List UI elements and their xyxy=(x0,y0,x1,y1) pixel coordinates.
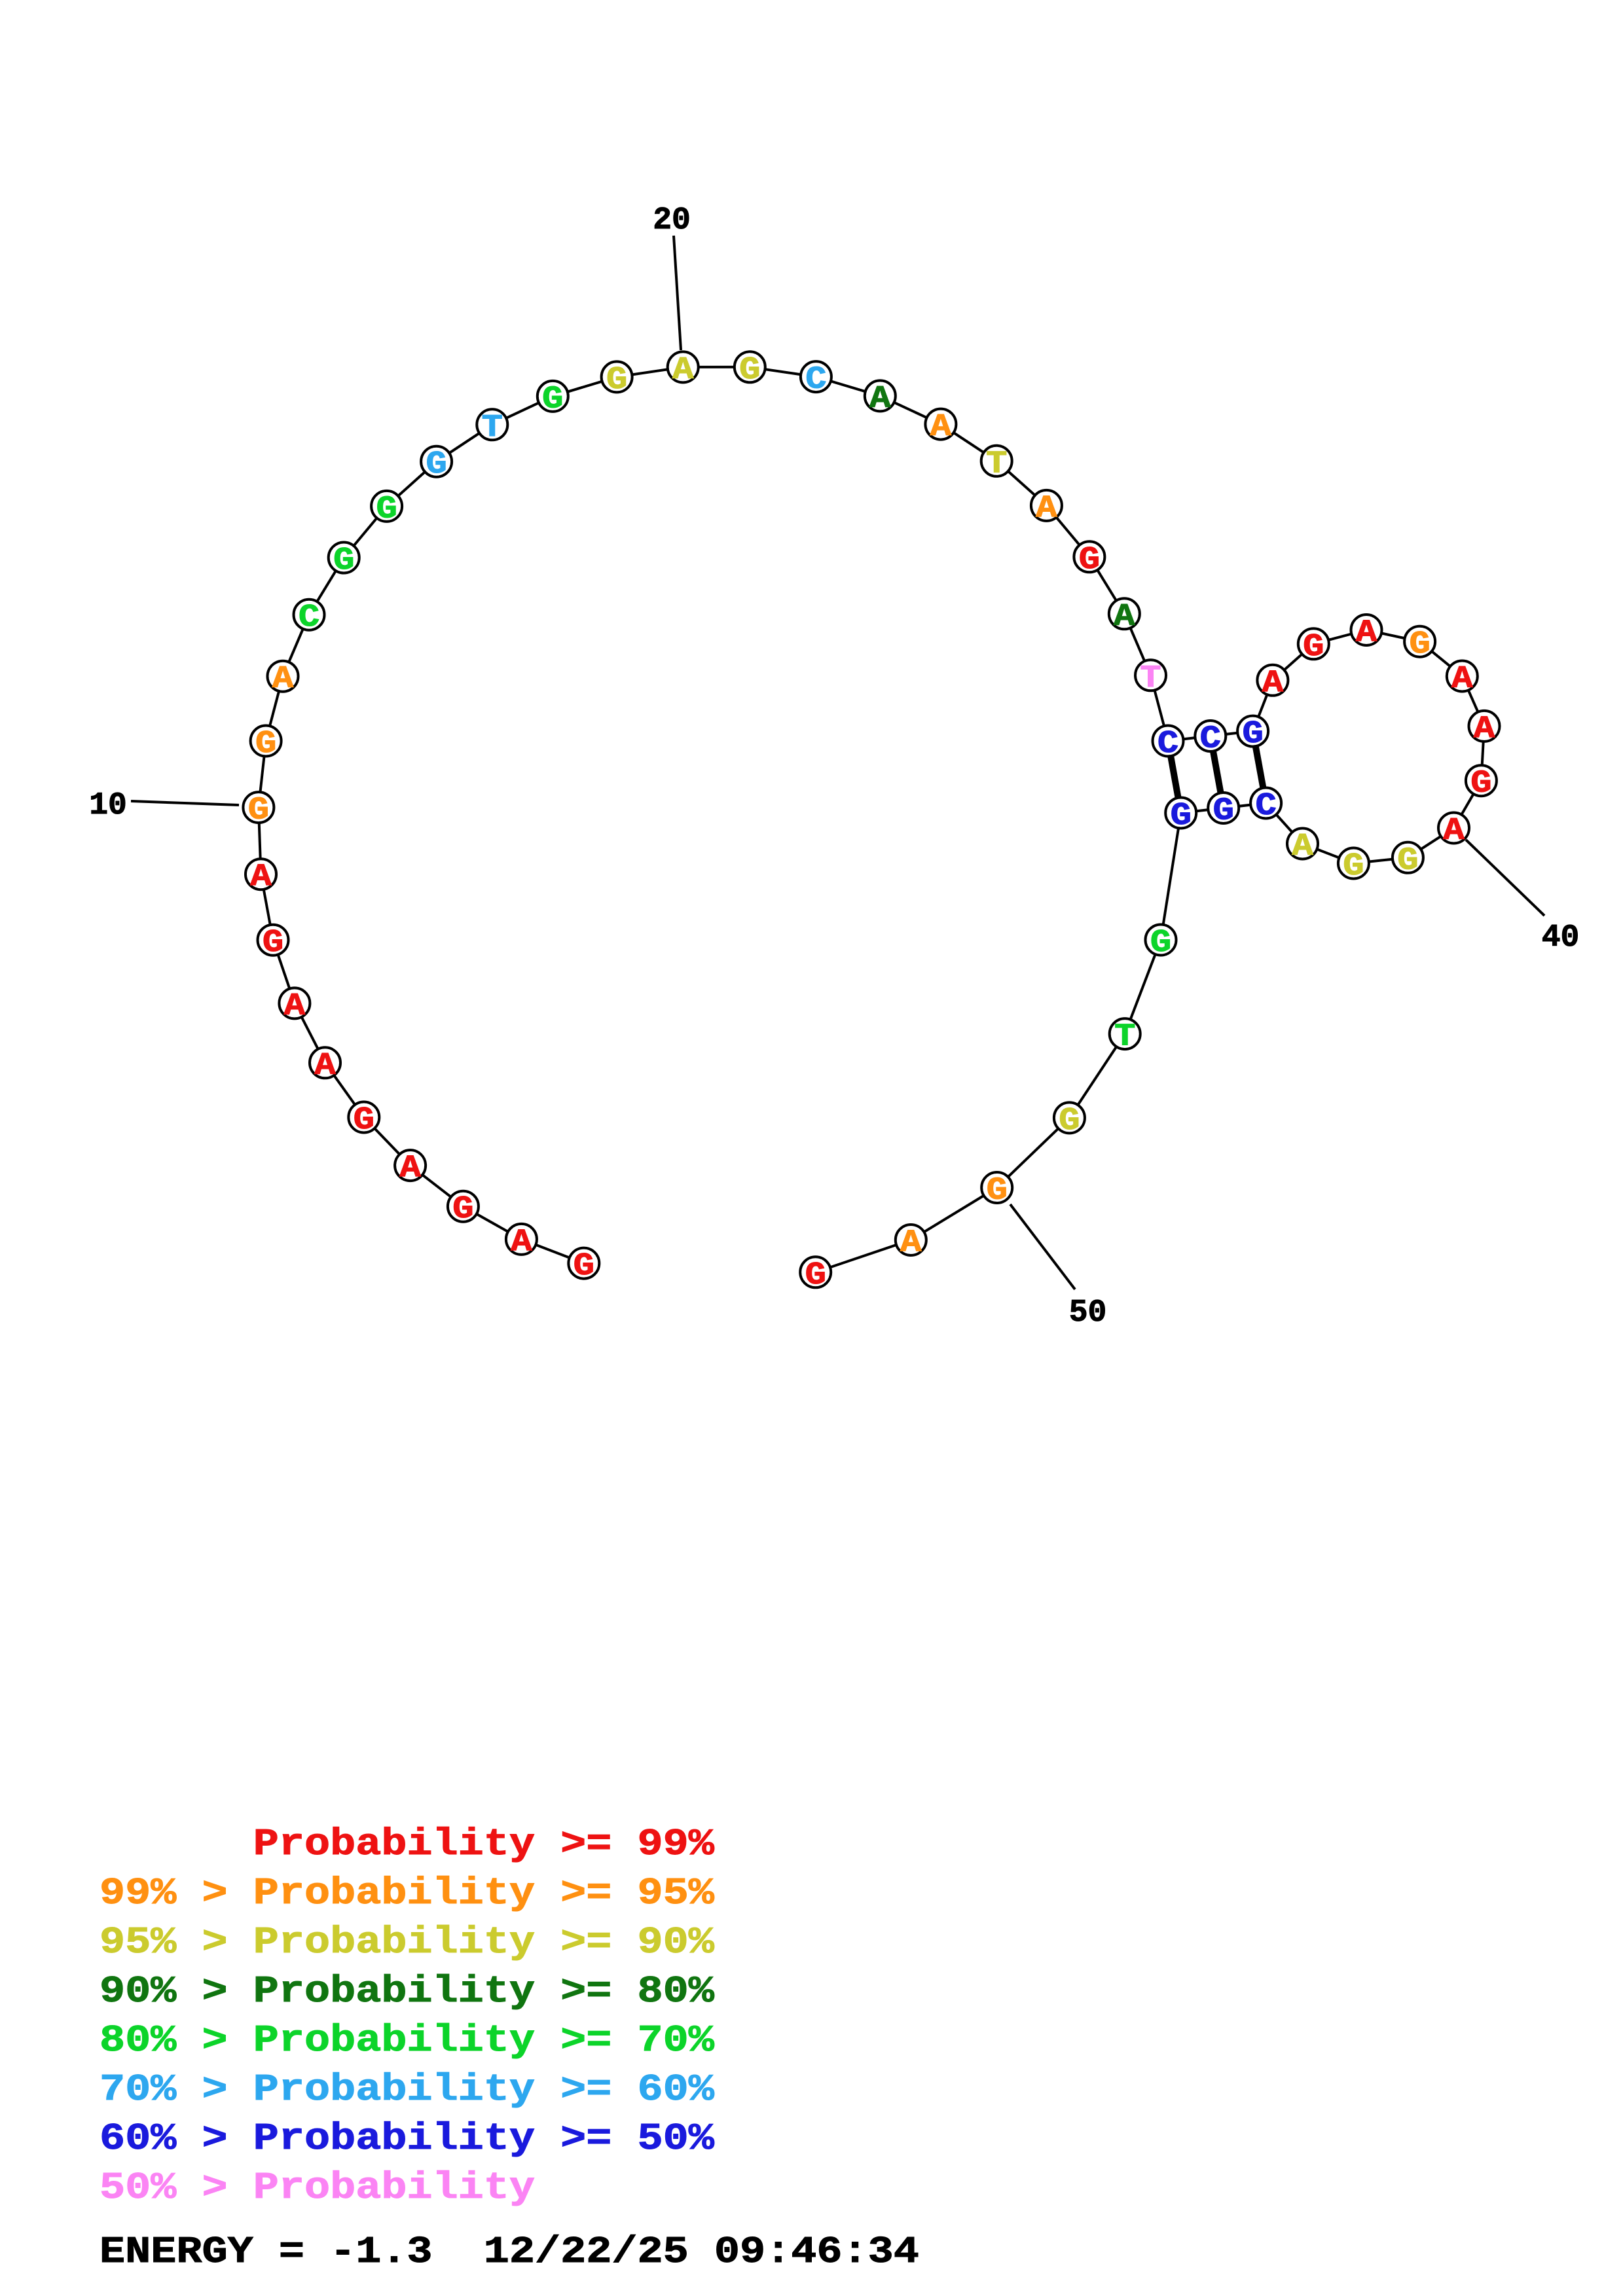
svg-text:A: A xyxy=(1356,616,1377,651)
svg-text:Probability >= 99%: Probability >= 99% xyxy=(100,1823,714,1865)
svg-text:C: C xyxy=(1255,789,1276,824)
svg-text:G: G xyxy=(1242,717,1263,752)
svg-text:20: 20 xyxy=(653,203,691,238)
svg-text:G: G xyxy=(1059,1103,1080,1139)
svg-text:G: G xyxy=(542,382,563,418)
svg-text:A: A xyxy=(672,353,694,388)
svg-text:A: A xyxy=(1443,814,1465,849)
svg-text:40: 40 xyxy=(1542,920,1580,956)
svg-text:G: G xyxy=(1171,798,1192,834)
svg-text:G: G xyxy=(987,1174,1008,1209)
svg-text:G: G xyxy=(1470,766,1491,802)
svg-text:G: G xyxy=(606,363,627,398)
svg-text:G: G xyxy=(263,926,283,961)
svg-text:T: T xyxy=(482,410,503,446)
svg-text:A: A xyxy=(900,1226,922,1261)
svg-text:A: A xyxy=(1262,666,1284,702)
svg-text:G: G xyxy=(354,1103,374,1138)
svg-text:A: A xyxy=(314,1049,336,1084)
svg-text:A: A xyxy=(1474,712,1495,747)
svg-text:95% > Probability >= 90%: 95% > Probability >= 90% xyxy=(100,1922,714,1964)
svg-text:G: G xyxy=(1213,794,1234,829)
svg-text:A: A xyxy=(930,410,952,445)
svg-text:G: G xyxy=(739,353,760,388)
svg-text:G: G xyxy=(1303,630,1324,665)
svg-text:70% > Probability >= 60%: 70% > Probability >= 60% xyxy=(100,2069,714,2111)
svg-text:A: A xyxy=(284,989,306,1024)
svg-text:C: C xyxy=(1200,722,1221,757)
svg-text:T: T xyxy=(986,447,1007,482)
svg-text:C: C xyxy=(299,601,319,636)
svg-text:G: G xyxy=(452,1193,473,1228)
svg-text:G: G xyxy=(333,543,354,579)
svg-text:80% > Probability >= 70%: 80% > Probability >= 70% xyxy=(100,2020,714,2062)
svg-text:A: A xyxy=(1114,600,1135,635)
svg-text:50: 50 xyxy=(1069,1295,1107,1331)
svg-text:A: A xyxy=(272,662,294,698)
svg-text:C: C xyxy=(805,363,826,398)
svg-text:G: G xyxy=(1079,543,1100,578)
svg-text:A: A xyxy=(399,1151,421,1187)
svg-text:G: G xyxy=(1397,844,1418,879)
svg-text:G: G xyxy=(1409,628,1430,663)
svg-text:T: T xyxy=(1140,661,1161,696)
svg-text:A: A xyxy=(511,1225,532,1261)
svg-text:ENERGY = -1.3 12/22/25 09:46:: ENERGY = -1.3 12/22/25 09:46:34 xyxy=(100,2231,919,2273)
svg-text:A: A xyxy=(1292,829,1313,865)
svg-text:10: 10 xyxy=(89,788,127,823)
svg-text:T: T xyxy=(1114,1020,1135,1055)
svg-text:A: A xyxy=(1451,662,1473,697)
svg-text:99% > Probability >= 95%: 99% > Probability >= 95% xyxy=(100,1873,714,1914)
svg-text:A: A xyxy=(869,382,891,417)
svg-text:G: G xyxy=(574,1249,594,1284)
svg-text:G: G xyxy=(1150,925,1171,961)
svg-text:50% > Probability: 50% > Probability xyxy=(100,2167,535,2209)
svg-text:G: G xyxy=(376,492,397,528)
svg-text:A: A xyxy=(250,860,272,895)
svg-text:G: G xyxy=(1343,849,1364,884)
svg-text:G: G xyxy=(426,448,447,483)
svg-text:G: G xyxy=(805,1258,826,1293)
svg-text:G: G xyxy=(248,793,269,829)
svg-text:C: C xyxy=(1158,726,1178,762)
svg-text:A: A xyxy=(1036,492,1057,527)
svg-text:60% > Probability >= 50%: 60% > Probability >= 50% xyxy=(100,2118,714,2160)
svg-text:G: G xyxy=(255,726,276,762)
svg-text:90% > Probability >= 80%: 90% > Probability >= 80% xyxy=(100,1971,714,2013)
